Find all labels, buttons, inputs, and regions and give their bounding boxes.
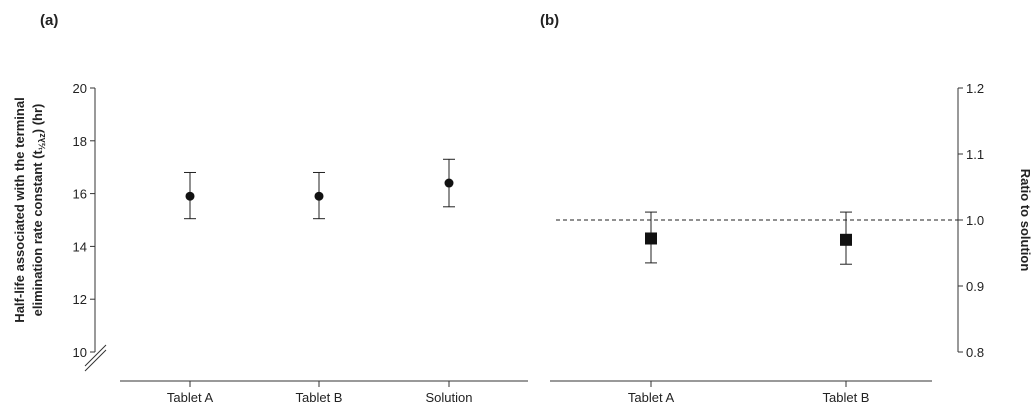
panel-a-ytick-label: 20 [73,81,87,96]
panel-b-xtick-label: Tablet B [823,390,870,405]
panel-b-point [840,233,852,246]
panel-b-ylabel: Ratio to solution [1018,169,1033,272]
panel-b: (b) Ratio to solution 0.8 0.9 1.0 1.1 1.2 Ta… [540,12,1033,405]
panel-b-label: (b) [540,12,559,29]
panel-a-ytick-label: 18 [73,134,87,149]
panel-a-xtick-label: Tablet B [296,390,343,405]
panel-a-ylabel-line2: elimination rate constant (t½λz) (hr) [30,104,47,317]
panel-b-ytick-label: 0.8 [966,345,984,360]
panel-a-xtick-label: Solution [426,390,473,405]
panel-a-label: (a) [40,12,58,29]
panel-a-ytick-label: 10 [73,345,87,360]
panel-b-ytick-label: 1.1 [966,147,984,162]
panel-b-xtick-label: Tablet A [628,390,675,405]
panel-b-ytick-label: 0.9 [966,279,984,294]
panel-a-ytick-label: 14 [73,239,87,254]
panel-b-point [645,232,657,245]
panel-a-ytick-label: 12 [73,292,87,307]
panel-a-point [185,191,195,201]
panel-b-ytick-label: 1.0 [966,213,984,228]
panel-a-point [444,178,454,188]
panel-b-ytick-label: 1.2 [966,81,984,96]
axis-break-mark [84,344,107,372]
panel-a-ylabel-line1: Half-life associated with the terminal [12,97,27,322]
panel-a-xtick-label: Tablet A [167,390,214,405]
panel-a: (a) Half-life associated with the termin… [12,12,528,405]
panel-a-point [314,191,324,201]
panel-a-ytick-label: 16 [73,187,87,202]
